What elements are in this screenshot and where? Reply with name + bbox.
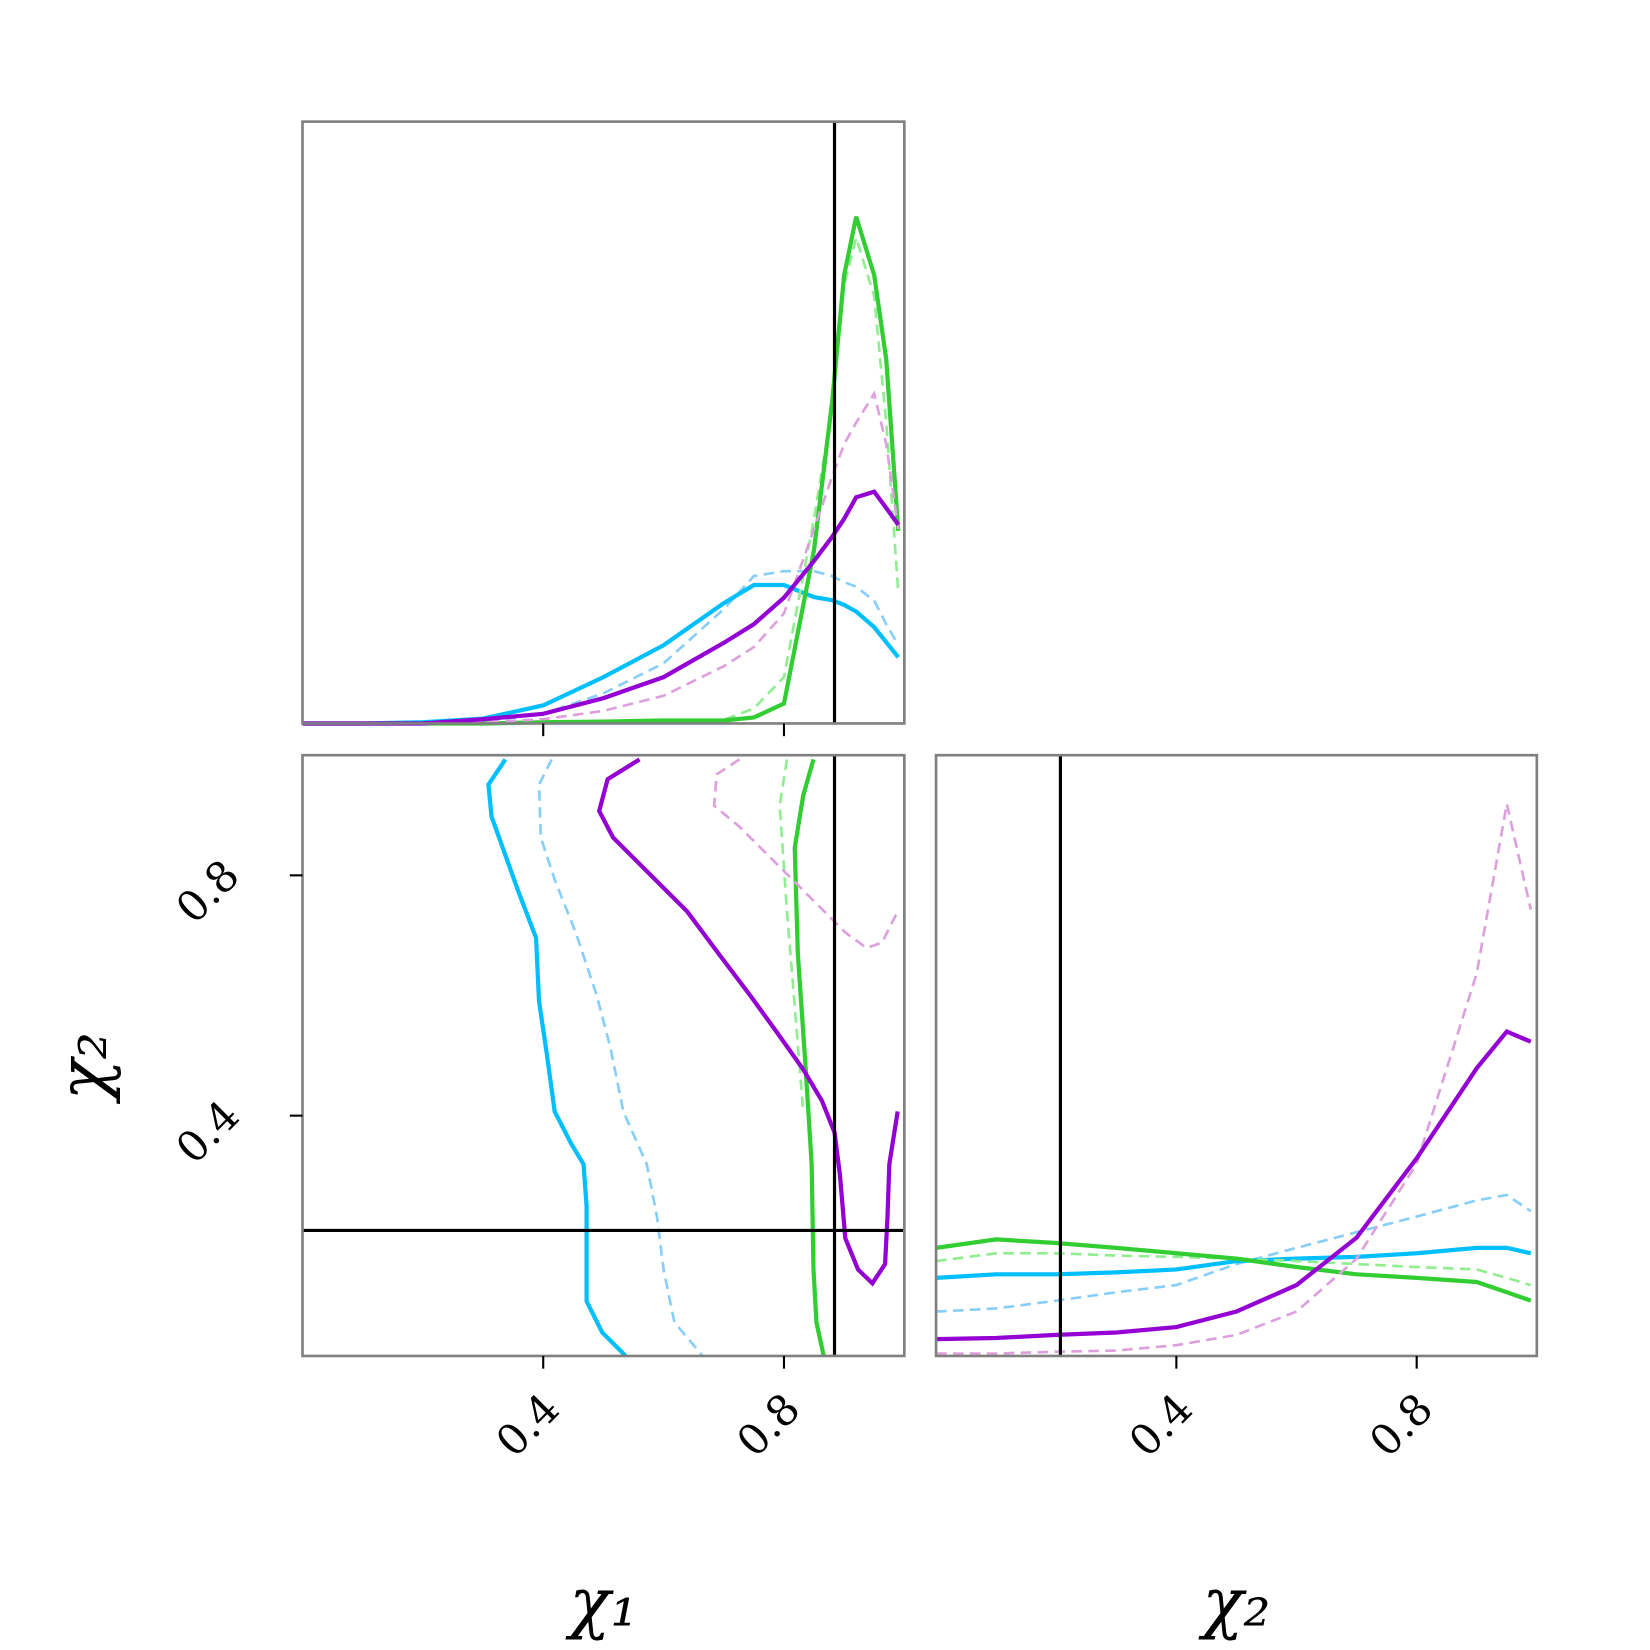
density-line	[302, 232, 900, 725]
y-tick-label: 0.4	[167, 1091, 249, 1173]
x-axis-label: χ₁	[565, 1563, 637, 1642]
panel-frame	[301, 753, 906, 1358]
density-line	[302, 216, 901, 726]
y-axis-label: χ₂	[43, 1032, 122, 1104]
contour-line	[596, 757, 900, 1287]
contour-line	[486, 758, 628, 1358]
x-tick-label: 0.8	[1360, 1384, 1442, 1466]
density-line	[302, 390, 900, 725]
density-line	[936, 803, 1533, 1355]
contour-line	[712, 758, 899, 950]
density-line	[935, 1193, 1532, 1313]
x-tick-label: 0.8	[727, 1384, 809, 1466]
density-line	[935, 1237, 1532, 1303]
y-tick-label: 0.8	[167, 850, 249, 932]
x-tick-label: 0.4	[487, 1384, 569, 1466]
x-tick-label: 0.4	[1120, 1384, 1202, 1466]
contour-line	[792, 758, 826, 1357]
contour-line	[537, 758, 704, 1357]
density-line	[302, 582, 900, 726]
x-axis-label: χ₂	[1198, 1563, 1270, 1642]
contour-line	[778, 759, 805, 1112]
density-line	[302, 489, 901, 726]
density-line	[936, 1029, 1532, 1342]
density-line	[935, 1251, 1532, 1287]
panel-frame	[934, 753, 1539, 1358]
panel-frame	[301, 120, 906, 725]
